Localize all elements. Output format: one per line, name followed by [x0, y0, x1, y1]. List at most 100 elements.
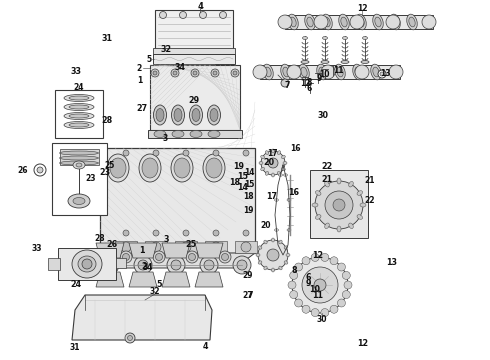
Circle shape: [153, 150, 159, 156]
Text: 8: 8: [307, 77, 312, 86]
Ellipse shape: [322, 14, 332, 30]
Text: 23: 23: [100, 168, 111, 177]
Ellipse shape: [283, 162, 287, 165]
Ellipse shape: [274, 229, 278, 231]
Circle shape: [253, 65, 267, 79]
Ellipse shape: [284, 246, 288, 249]
Circle shape: [123, 230, 129, 236]
Bar: [155, 10, 233, 52]
Ellipse shape: [59, 151, 98, 155]
Ellipse shape: [337, 178, 341, 184]
Circle shape: [314, 15, 328, 29]
Text: 20: 20: [261, 220, 271, 230]
Ellipse shape: [156, 108, 164, 122]
Circle shape: [333, 199, 345, 211]
Ellipse shape: [192, 108, 200, 122]
Polygon shape: [195, 243, 223, 258]
Ellipse shape: [73, 198, 85, 204]
Ellipse shape: [64, 94, 94, 102]
Text: 34: 34: [143, 264, 153, 273]
Ellipse shape: [264, 266, 267, 270]
Ellipse shape: [407, 14, 417, 30]
Circle shape: [173, 71, 177, 75]
Circle shape: [220, 12, 226, 18]
Ellipse shape: [325, 181, 329, 187]
Ellipse shape: [259, 162, 263, 165]
Ellipse shape: [299, 64, 309, 80]
Circle shape: [311, 253, 319, 261]
Ellipse shape: [339, 14, 349, 30]
Circle shape: [153, 251, 165, 263]
Ellipse shape: [172, 105, 185, 125]
Text: 6: 6: [306, 273, 312, 282]
Circle shape: [325, 191, 353, 219]
Circle shape: [294, 263, 302, 271]
Circle shape: [171, 260, 181, 270]
Circle shape: [343, 291, 350, 298]
Text: 18: 18: [244, 192, 254, 201]
Text: 11: 11: [333, 66, 343, 75]
Bar: [260, 65, 400, 79]
Ellipse shape: [59, 156, 98, 160]
Ellipse shape: [278, 249, 283, 251]
Ellipse shape: [301, 60, 309, 63]
Circle shape: [121, 242, 131, 252]
Circle shape: [231, 69, 239, 77]
Ellipse shape: [281, 156, 285, 159]
Bar: [100, 148, 255, 253]
Text: 33: 33: [31, 243, 42, 252]
Text: 22: 22: [365, 195, 375, 204]
Circle shape: [261, 151, 285, 175]
Text: 15: 15: [245, 180, 255, 189]
Ellipse shape: [287, 199, 291, 201]
Circle shape: [123, 150, 129, 156]
Text: 22: 22: [322, 162, 333, 171]
Ellipse shape: [290, 17, 296, 27]
Circle shape: [302, 305, 310, 313]
Polygon shape: [96, 243, 124, 258]
Ellipse shape: [265, 67, 271, 77]
Circle shape: [120, 251, 132, 263]
Circle shape: [151, 242, 161, 252]
Ellipse shape: [409, 17, 415, 27]
Circle shape: [292, 257, 348, 313]
Ellipse shape: [349, 223, 353, 229]
Text: 10: 10: [319, 69, 330, 78]
Bar: [60, 149, 99, 165]
Circle shape: [267, 249, 279, 261]
Ellipse shape: [279, 240, 282, 244]
Text: 12: 12: [357, 4, 367, 13]
Circle shape: [105, 260, 115, 270]
Ellipse shape: [73, 161, 85, 169]
Ellipse shape: [337, 226, 341, 232]
Circle shape: [151, 69, 159, 77]
Ellipse shape: [284, 261, 288, 264]
Text: 20: 20: [263, 158, 274, 166]
Circle shape: [122, 253, 129, 261]
Ellipse shape: [390, 14, 400, 30]
Text: 12: 12: [312, 251, 323, 260]
Circle shape: [422, 15, 436, 29]
Text: 11: 11: [312, 291, 323, 300]
Ellipse shape: [258, 261, 262, 264]
Text: 1: 1: [137, 76, 142, 85]
Ellipse shape: [357, 191, 363, 195]
Circle shape: [237, 260, 247, 270]
Text: 28: 28: [95, 234, 105, 243]
Polygon shape: [162, 243, 190, 258]
Ellipse shape: [261, 167, 265, 171]
Text: 26: 26: [106, 240, 117, 249]
Circle shape: [213, 230, 219, 236]
Ellipse shape: [64, 104, 94, 111]
Text: 5: 5: [156, 280, 162, 289]
Ellipse shape: [278, 174, 283, 176]
Ellipse shape: [316, 215, 321, 219]
Ellipse shape: [190, 105, 202, 125]
Text: 19: 19: [234, 162, 245, 171]
Text: 24: 24: [71, 280, 81, 289]
Ellipse shape: [322, 36, 327, 40]
Bar: [58, 248, 116, 280]
Ellipse shape: [371, 64, 381, 80]
Text: 15: 15: [237, 172, 248, 181]
Text: 10: 10: [309, 285, 320, 294]
